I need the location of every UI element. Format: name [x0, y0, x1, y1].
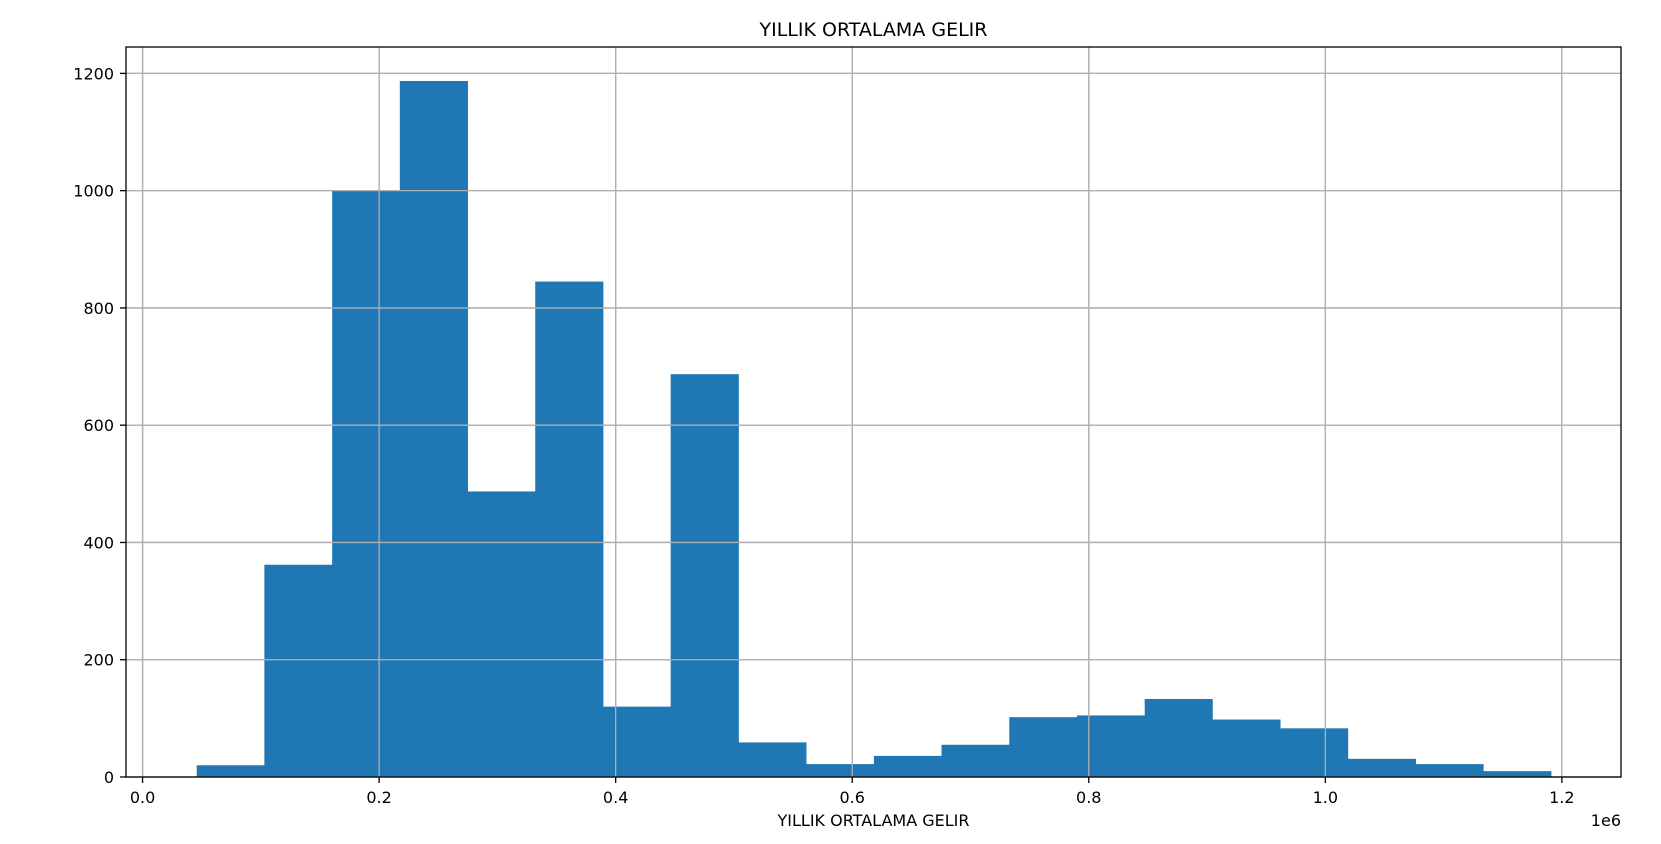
- histogram-bar: [196, 765, 265, 777]
- y-axis: 0 200 400 600 800 1000 1200: [73, 64, 126, 787]
- histogram-bar: [1009, 717, 1078, 777]
- histogram-bar: [1076, 715, 1146, 777]
- plot-frame: [125, 46, 1622, 778]
- y-tick-label: 800: [83, 299, 114, 318]
- histogram-bar: [1347, 758, 1416, 777]
- x-axis-offset-label: 1e6: [1591, 811, 1621, 830]
- x-tick-label: 0.4: [603, 788, 628, 807]
- histogram-bar: [1483, 771, 1552, 777]
- histogram-bar: [1280, 728, 1349, 777]
- y-tick-label: 1200: [73, 64, 114, 83]
- y-tick-label: 400: [83, 533, 114, 552]
- histogram-bar: [806, 764, 875, 777]
- x-tick-label: 1.0: [1313, 788, 1338, 807]
- x-tick-label: 0.8: [1076, 788, 1101, 807]
- x-tick-label: 1.2: [1549, 788, 1574, 807]
- histogram-bar: [399, 81, 468, 777]
- histogram-bar: [941, 744, 1010, 777]
- y-tick-label: 1000: [73, 182, 114, 201]
- histogram-bar: [603, 706, 672, 777]
- histogram-bar: [1144, 699, 1213, 777]
- histogram-bar: [873, 755, 942, 777]
- histogram-bar: [1415, 764, 1484, 777]
- y-tick-label: 0: [104, 768, 114, 787]
- histogram-bar: [332, 190, 401, 778]
- x-axis: 0.0 0.2 0.4 0.6 0.8 1.0 1.2: [130, 777, 1575, 807]
- x-tick-label: 0.2: [366, 788, 391, 807]
- y-tick-label: 200: [83, 651, 114, 670]
- histogram-bar: [264, 564, 333, 777]
- chart-title: YILLIK ORTALAMA GELIR: [759, 19, 988, 41]
- histogram-bars: [196, 81, 1552, 778]
- x-axis-label: YILLIK ORTALAMA GELIR: [777, 811, 970, 830]
- histogram-bar: [738, 742, 807, 777]
- x-tick-label: 0.6: [839, 788, 864, 807]
- histogram-bar: [670, 374, 739, 777]
- histogram-bar: [1212, 719, 1281, 777]
- histogram-bar: [467, 491, 536, 777]
- y-tick-label: 600: [83, 416, 114, 435]
- x-tick-label: 0.0: [130, 788, 155, 807]
- histogram-bar: [535, 281, 604, 777]
